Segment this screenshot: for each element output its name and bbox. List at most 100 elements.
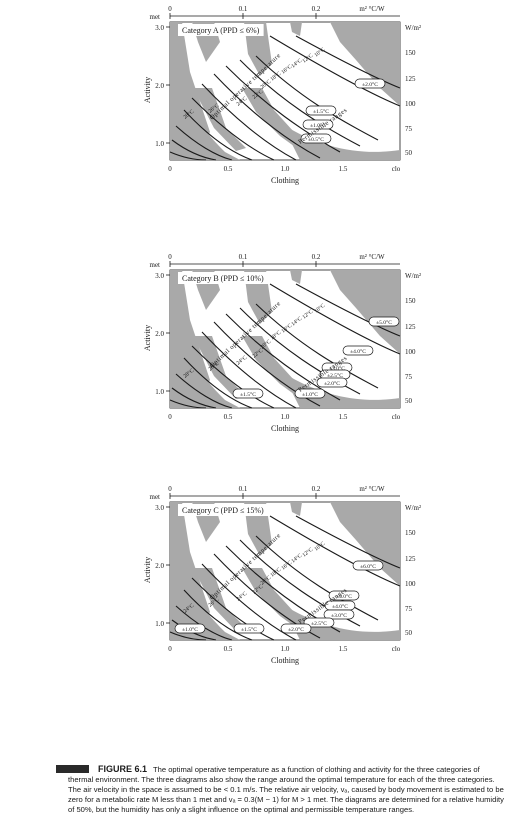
right-tick-label: 150 <box>405 529 416 537</box>
y-axis-title: Activity <box>143 77 152 103</box>
isotherm-line <box>169 151 207 161</box>
range-badge: ±1.0°C <box>294 388 326 399</box>
range-label: ±2.5°C <box>311 620 327 627</box>
range-badge: ±4.0°C <box>342 345 374 356</box>
isotherm-line <box>295 283 401 337</box>
y-axis-title: Activity <box>143 325 152 351</box>
category-label: Category B (PPD ≤ 10%) <box>182 274 264 283</box>
right-tick-label: 100 <box>405 100 416 108</box>
permissible-bands <box>170 270 400 408</box>
left-axis: met 3.0 2.0 1.0 Activity <box>143 261 170 396</box>
range-labels: ±6.0°C ±5.0°C ±4.0°C ±3.0°C ±2.5°C ±2.0°C ±1.5… <box>174 560 384 634</box>
chart-panel-a: 0 0.1 0.2 m² °C/W 10°C12°C14°C16°C18°C20… <box>143 5 421 185</box>
left-tick-label: 1.0 <box>155 388 164 396</box>
top-tick-label: 0.2 <box>312 5 321 13</box>
bottom-tick-label: 1.5 <box>339 645 348 653</box>
caption-label: FIGURE 6.1 <box>98 764 148 774</box>
isotherm-line <box>295 35 401 89</box>
range-label: ±1.5°C <box>240 391 256 398</box>
range-label: ±2.5°C <box>327 372 343 379</box>
right-tick-label: 75 <box>405 373 413 381</box>
bottom-tick-label: 1.5 <box>339 165 348 173</box>
top-axis: 0 0.1 0.2 m² °C/W <box>168 485 400 499</box>
isotherm-line <box>213 73 321 159</box>
left-tick-label: 3.0 <box>155 24 164 32</box>
bottom-tick-label: 1.5 <box>339 413 348 421</box>
permissible-band <box>282 124 400 160</box>
isotherm-line <box>269 283 401 355</box>
figure-caption: FIGURE 6.1 The optimal operative temperat… <box>68 764 506 815</box>
right-axis: W/m² 150 125 100 75 50 <box>405 504 421 637</box>
isotherm-line <box>255 535 379 621</box>
bottom-unit-label: clo <box>392 413 401 421</box>
permissible-band <box>282 372 400 408</box>
range-label: ±1.5°C <box>313 108 329 115</box>
chart-panel-c: 0 0.1 0.2 m² °C/W 10°C12°C14°C16°C18°C20… <box>143 485 421 665</box>
range-labels: ±2.0°C ±1.5°C ±1.0°C ±0.5°C <box>300 78 386 144</box>
bottom-axis: 0 0.5 1.0 1.5 clo Clothing <box>168 165 401 185</box>
bottom-axis: 0 0.5 1.0 1.5 clo Clothing <box>168 645 401 665</box>
range-badge: ±2.0°C <box>354 78 386 89</box>
top-tick-label: 0.1 <box>239 485 248 493</box>
range-label: ±3.0°C <box>331 612 347 619</box>
plot-area: 10°C12°C14°C16°C18°C20°C22°C24°C26°C28°C… <box>169 269 401 409</box>
isotherm-line <box>171 619 217 641</box>
isotherm-line <box>269 35 401 107</box>
range-badge: ±0.5°C <box>300 133 332 144</box>
isotherm-lines <box>169 35 401 161</box>
range-label: ±2.0°C <box>362 81 378 88</box>
left-tick-label: 3.0 <box>155 504 164 512</box>
right-tick-label: 125 <box>405 323 416 331</box>
isotherm-line <box>191 345 275 409</box>
left-tick-label: 1.0 <box>155 620 164 628</box>
isotherm-line <box>225 313 341 401</box>
left-axis: met 3.0 2.0 1.0 Activity <box>143 493 170 628</box>
isotherm-lines <box>169 515 401 641</box>
right-tick-label: 150 <box>405 297 416 305</box>
right-axis: W/m² 150 125 100 75 50 <box>405 24 421 157</box>
category-box <box>178 24 264 36</box>
right-tick-label: 50 <box>405 149 413 157</box>
range-badge: ±1.0°C <box>302 119 334 130</box>
right-tick-label: 150 <box>405 49 416 57</box>
bottom-tick-label: 1.0 <box>281 413 290 421</box>
isotherm-line <box>201 331 297 409</box>
left-tick-label: 2.0 <box>155 82 164 90</box>
range-label: ±6.0°C <box>360 563 376 570</box>
top-tick-label: 0 <box>168 253 172 261</box>
isotherm-line <box>295 515 401 569</box>
top-unit-label: m² °C/W <box>359 253 385 261</box>
right-unit-label: W/m² <box>405 504 421 512</box>
left-tick-label: 2.0 <box>155 562 164 570</box>
bottom-tick-label: 1.0 <box>281 165 290 173</box>
range-label: ±1.0°C <box>310 122 326 129</box>
range-badge: ±1.5°C <box>305 105 337 116</box>
permissible-band <box>193 88 246 151</box>
permissible-band <box>170 270 210 400</box>
isotherm-line <box>201 563 297 641</box>
bottom-unit-label: clo <box>392 645 401 653</box>
permissible-band <box>193 568 246 631</box>
bottom-unit-label: clo <box>392 165 401 173</box>
permissible-band <box>290 502 302 516</box>
range-label: ±2.0°C <box>324 380 340 387</box>
x-axis-title: Clothing <box>271 656 299 665</box>
isotherm-line <box>239 59 361 147</box>
range-label: ±2.0°C <box>288 626 304 633</box>
permissible-band <box>193 336 246 399</box>
right-tick-label: 75 <box>405 605 413 613</box>
right-unit-label: W/m² <box>405 24 421 32</box>
top-tick-label: 0.1 <box>239 253 248 261</box>
permissible-band <box>290 270 302 284</box>
top-unit-label: m² °C/W <box>359 485 385 493</box>
bottom-tick-label: 0 <box>168 165 172 173</box>
category-box <box>178 504 269 516</box>
bottom-tick-label: 0.5 <box>224 165 233 173</box>
top-axis: 0 0.1 0.2 m² °C/W <box>168 5 400 19</box>
isotherm-lines <box>169 283 401 409</box>
right-tick-label: 75 <box>405 125 413 133</box>
bottom-tick-label: 0.5 <box>224 413 233 421</box>
isotherm-line <box>255 303 379 389</box>
range-label: ±5.0°C <box>336 593 352 600</box>
bottom-tick-label: 0 <box>168 645 172 653</box>
